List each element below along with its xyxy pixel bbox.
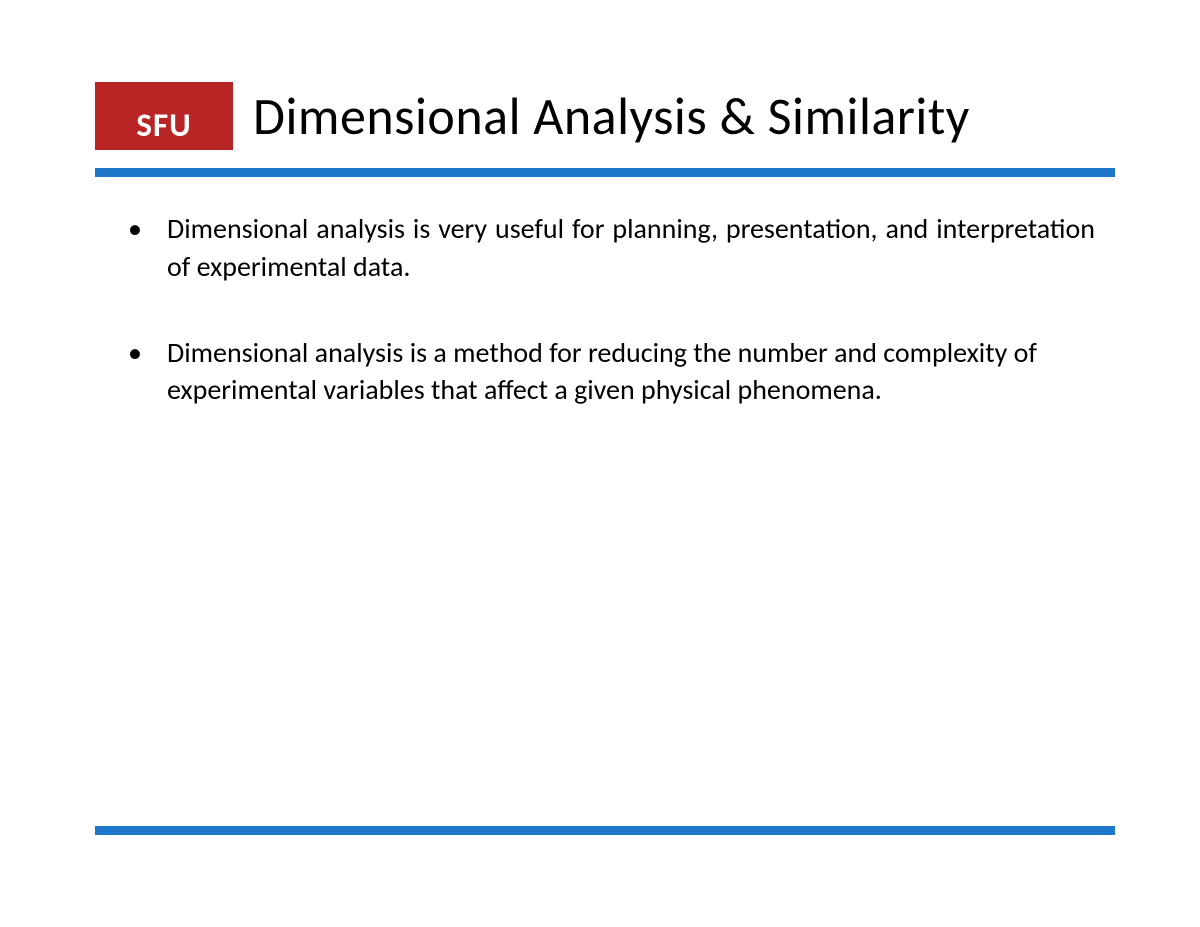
bullet-text: Dimensional analysis is a method for red… <box>167 335 1037 408</box>
bullet-text: Dimensional analysis is very useful for … <box>167 211 1095 284</box>
slide-title: Dimensional Analysis & Similarity <box>253 84 970 148</box>
list-item: Dimensional analysis is very useful for … <box>115 210 1095 286</box>
slide-header: SFU Dimensional Analysis & Similarity <box>95 82 1115 150</box>
bullet-list: Dimensional analysis is very useful for … <box>115 210 1095 409</box>
slide-body: Dimensional analysis is very useful for … <box>115 210 1095 457</box>
slide: SFU Dimensional Analysis & Similarity Di… <box>0 0 1200 927</box>
divider-bottom <box>95 826 1115 835</box>
divider-top <box>95 168 1115 177</box>
logo-text: SFU <box>136 87 191 145</box>
list-item: Dimensional analysis is a method for red… <box>115 334 1095 410</box>
sfu-logo: SFU <box>95 82 233 150</box>
